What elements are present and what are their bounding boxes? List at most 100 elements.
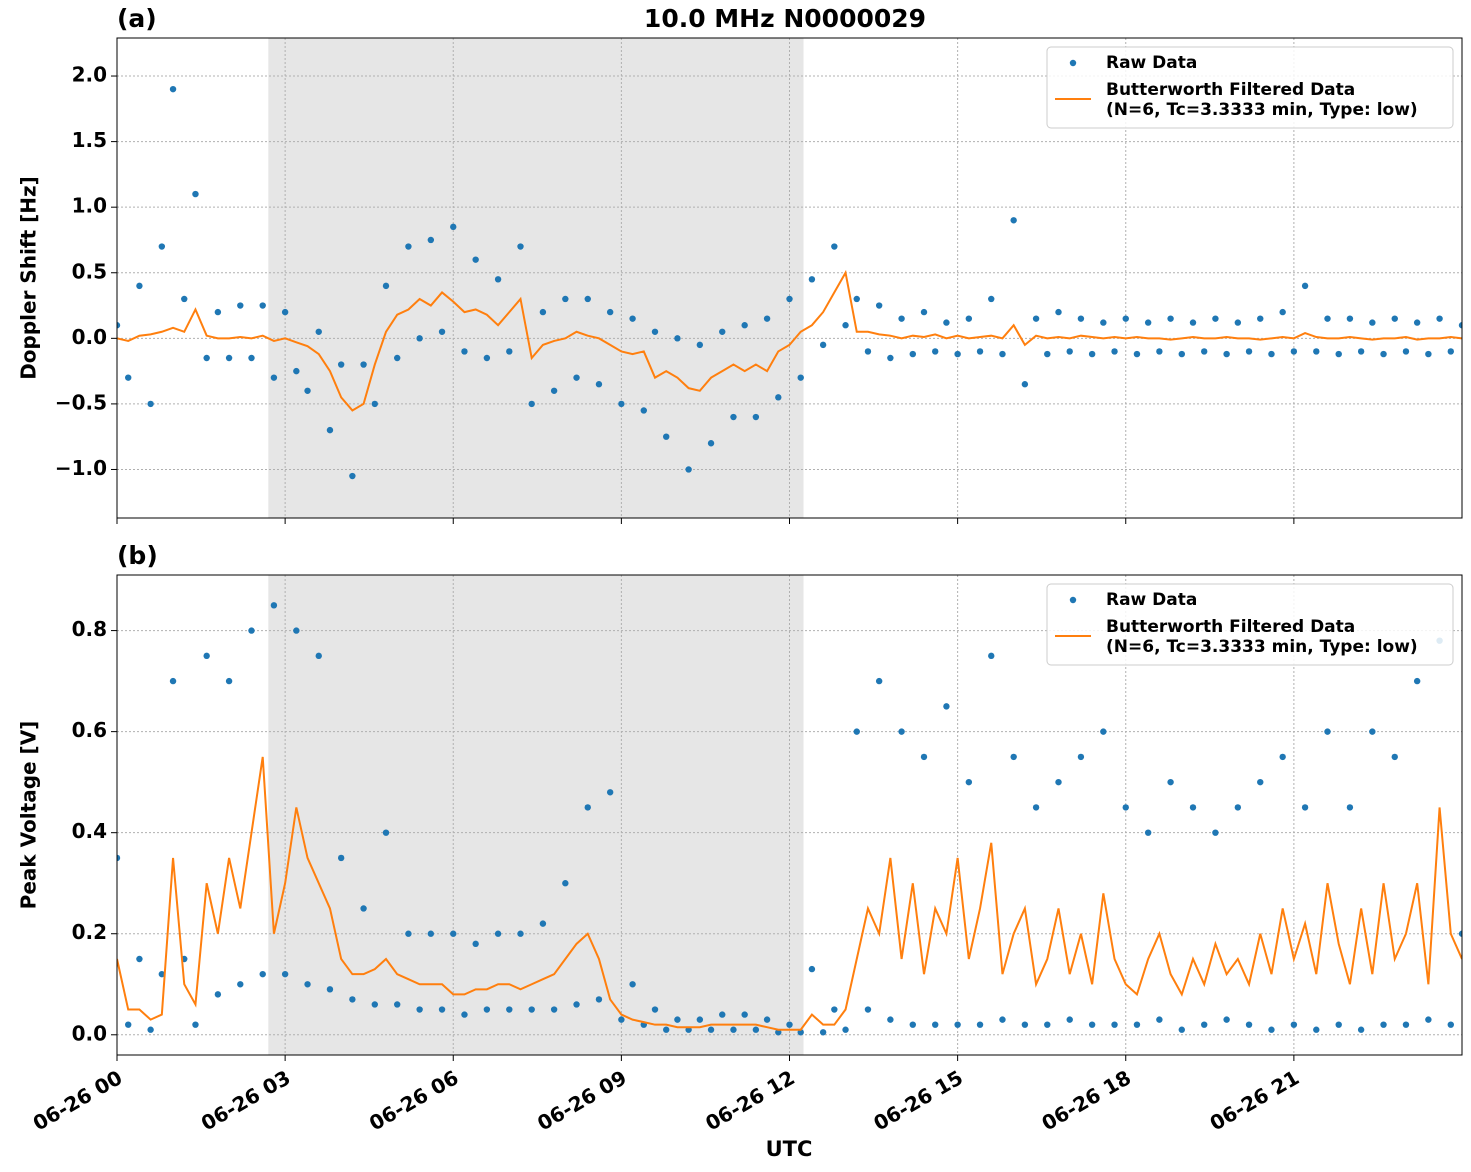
raw-point [158, 243, 166, 250]
raw-point [517, 243, 524, 250]
raw-point [842, 322, 849, 329]
raw-point [1111, 348, 1118, 355]
raw-point [506, 1006, 513, 1013]
raw-point [584, 295, 591, 303]
raw-point [1156, 348, 1163, 355]
raw-point [763, 1016, 771, 1023]
raw-point [976, 348, 984, 355]
filtered-line [117, 756, 1462, 1031]
raw-point [1279, 308, 1286, 316]
raw-point [595, 996, 603, 1003]
panel-label: (a) [117, 4, 157, 33]
raw-point [1021, 1021, 1029, 1028]
raw-point [752, 413, 760, 421]
raw-point [1144, 829, 1152, 836]
raw-point [1055, 778, 1062, 786]
raw-point [337, 854, 345, 862]
filtered-line [117, 269, 1462, 412]
raw-point [550, 1006, 558, 1013]
raw-point [248, 627, 255, 634]
raw-point [696, 1016, 704, 1023]
raw-point [1223, 350, 1230, 358]
y-tick-label: 0.4 [72, 819, 107, 843]
raw-point [920, 308, 928, 316]
raw-point [1010, 753, 1017, 761]
raw-point [864, 1006, 872, 1013]
raw-point [293, 627, 300, 634]
raw-point [1100, 319, 1107, 326]
raw-point [696, 341, 704, 349]
raw-point [1189, 804, 1197, 811]
raw-point [349, 472, 356, 480]
raw-point [1234, 804, 1242, 811]
raw-point [1369, 728, 1376, 735]
raw-point [584, 804, 591, 811]
raw-point [1044, 1021, 1051, 1028]
raw-point [674, 335, 681, 342]
raw-point [259, 970, 266, 978]
raw-point [158, 970, 166, 978]
raw-point [237, 981, 244, 988]
raw-point [1369, 319, 1376, 326]
raw-point [954, 1021, 961, 1028]
legend-label: Raw Data [1106, 590, 1197, 610]
raw-point [371, 1001, 378, 1008]
raw-point [1201, 1021, 1208, 1028]
raw-point [117, 322, 121, 329]
raw-point [1391, 753, 1398, 761]
y-axis-label: Peak Voltage [V] [17, 721, 41, 910]
raw-point [1100, 728, 1107, 735]
raw-point [1257, 315, 1264, 322]
raw-point [461, 348, 468, 355]
raw-point [1077, 753, 1085, 761]
raw-point [707, 440, 715, 447]
raw-point [1245, 348, 1253, 355]
legend-marker [1069, 596, 1077, 604]
raw-point [1156, 1016, 1163, 1023]
raw-point [1178, 350, 1185, 358]
raw-point [349, 996, 356, 1003]
raw-point [1357, 1026, 1365, 1033]
raw-point [427, 236, 435, 244]
raw-point [315, 652, 322, 660]
raw-point [360, 361, 367, 368]
raw-point [853, 728, 860, 735]
raw-point [483, 1006, 491, 1013]
raw-point [741, 1011, 748, 1018]
raw-point [920, 753, 928, 761]
raw-point [304, 387, 311, 394]
raw-point [875, 302, 883, 309]
raw-point [808, 965, 816, 973]
x-tick-label: 06-26 12 [701, 1065, 799, 1135]
raw-point [629, 981, 636, 988]
y-tick-label: −0.5 [55, 390, 107, 414]
raw-point [1402, 1021, 1410, 1028]
raw-point [685, 466, 692, 473]
raw-point [1212, 829, 1219, 836]
raw-point [1458, 322, 1462, 329]
raw-point [819, 341, 827, 349]
raw-point [976, 1021, 984, 1028]
raw-point [819, 1029, 827, 1036]
raw-point [1413, 319, 1421, 326]
raw-point [214, 991, 222, 998]
raw-point [1088, 1021, 1096, 1028]
raw-point [293, 367, 300, 375]
raw-point [1212, 315, 1219, 322]
raw-point [562, 880, 569, 887]
raw-point [1189, 319, 1197, 326]
raw-point [1044, 350, 1051, 358]
y-tick-label: 1.0 [72, 194, 107, 218]
raw-point [898, 315, 905, 322]
raw-point [1380, 350, 1387, 358]
raw-point [1301, 282, 1309, 290]
raw-point [1324, 728, 1331, 735]
raw-point [1223, 1016, 1230, 1023]
raw-point [225, 354, 233, 362]
x-tick-label: 06-26 18 [1037, 1065, 1135, 1135]
raw-point [192, 190, 199, 198]
raw-point [427, 930, 435, 937]
raw-point [517, 930, 524, 937]
raw-point [147, 1026, 154, 1033]
raw-point [461, 1011, 468, 1018]
